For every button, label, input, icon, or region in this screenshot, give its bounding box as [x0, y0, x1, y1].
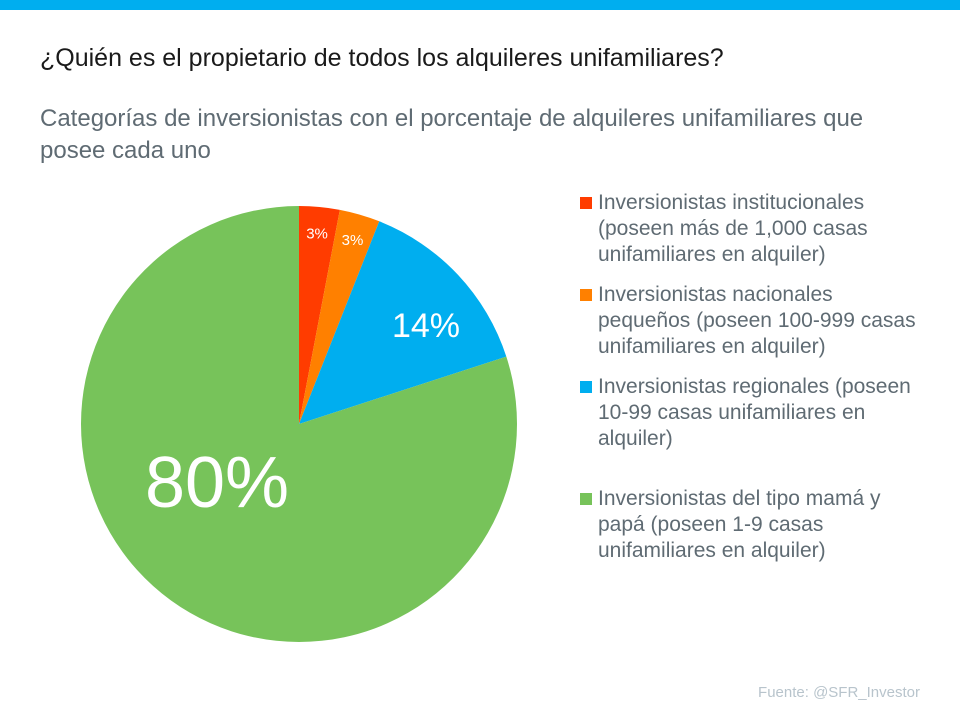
top-accent-bar: [0, 0, 960, 10]
legend-swatch: [580, 493, 592, 505]
pie-slice: [299, 206, 340, 424]
legend-swatch: [580, 289, 592, 301]
pie-slice: [299, 221, 507, 424]
pie-slice: [80, 206, 517, 642]
legend-label: Inversionistas institucionales (poseen m…: [598, 191, 868, 266]
legend-item: Inversionistas institucionales (poseen m…: [580, 190, 920, 268]
slice-data-label: 14%: [392, 307, 460, 345]
legend-item: Inversionistas del tipo mamá y papá (pos…: [580, 486, 920, 564]
chart-title: ¿Quién es el propietario de todos los al…: [40, 44, 724, 72]
legend-label: Inversionistas del tipo mamá y papá (pos…: [598, 487, 881, 562]
legend-item: Inversionistas regionales (poseen 10-99 …: [580, 374, 920, 452]
legend-label: Inversionistas regionales (poseen 10-99 …: [598, 375, 911, 450]
slice-data-label: 3%: [306, 225, 328, 242]
legend-swatch: [580, 197, 592, 209]
pie-slice: [299, 209, 380, 424]
legend: Inversionistas institucionales (poseen m…: [580, 190, 920, 564]
slice-data-label: 80%: [145, 443, 289, 523]
chart-subtitle: Categorías de inversionistas con el porc…: [40, 105, 864, 164]
slice-data-label: 3%: [342, 232, 364, 249]
legend-item: Inversionistas nacionales pequeños (pose…: [580, 282, 920, 360]
legend-swatch: [580, 381, 592, 393]
legend-label: Inversionistas nacionales pequeños (pose…: [598, 283, 916, 358]
source-note: Fuente: @SFR_Investor: [758, 684, 920, 701]
